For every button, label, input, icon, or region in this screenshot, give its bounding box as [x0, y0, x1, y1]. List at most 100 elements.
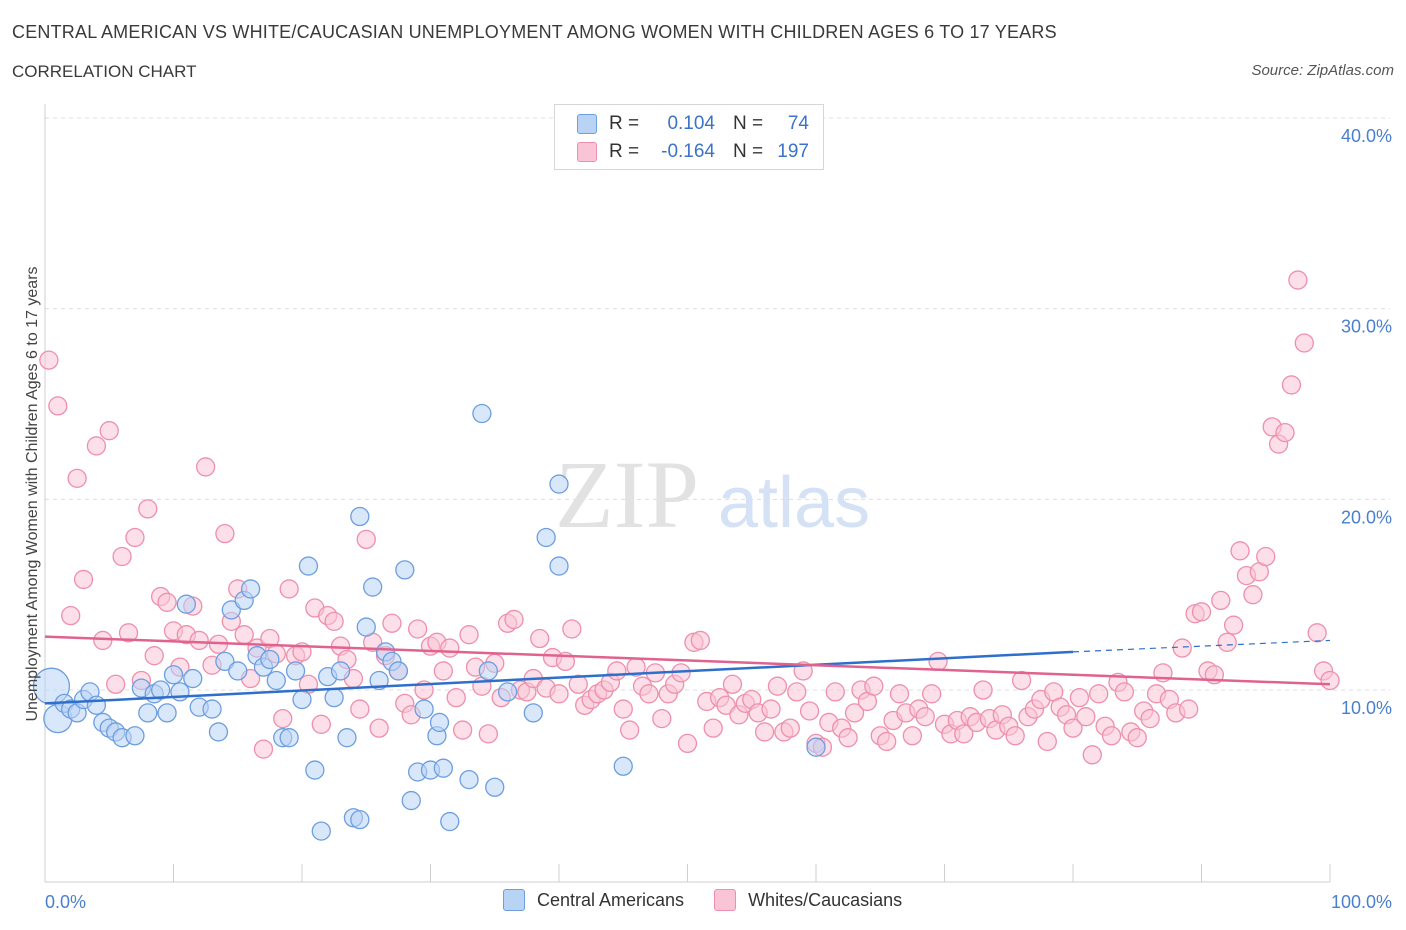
- data-point: [607, 661, 627, 681]
- data-point: [1281, 375, 1302, 395]
- data-point: [1082, 745, 1102, 765]
- data-point: [369, 718, 389, 738]
- data-point: [844, 703, 865, 723]
- data-point: [825, 682, 845, 702]
- data-point: [221, 600, 241, 620]
- correlation-legend: R = 0.104 N = 74 R = -0.164 N = 197: [554, 104, 824, 170]
- data-point: [388, 661, 409, 681]
- data-point: [183, 668, 203, 689]
- data-point: [311, 714, 331, 734]
- trend-line-central-americans: [44, 650, 1074, 705]
- legend-swatch-pink: [714, 889, 737, 911]
- trend-line-central-americans-extension: [1072, 639, 1331, 653]
- series-legend: Central Americans Whites/Caucasians: [503, 889, 932, 911]
- data-point: [536, 527, 556, 548]
- axes: [44, 104, 1331, 883]
- data-point: [504, 609, 524, 630]
- data-point: [61, 605, 81, 626]
- data-point: [350, 699, 370, 719]
- data-point: [163, 665, 184, 685]
- data-point: [292, 689, 312, 710]
- data-point: [440, 638, 460, 658]
- data-point: [324, 611, 344, 632]
- legend-label: Central Americans: [537, 889, 685, 910]
- y-tick-label: 10.0%: [1341, 698, 1392, 718]
- data-point: [125, 726, 145, 746]
- legend-r-label: R =: [609, 113, 640, 134]
- data-point: [118, 623, 139, 643]
- data-point: [530, 628, 550, 649]
- legend-r-value: -0.164: [661, 141, 715, 162]
- data-point: [253, 739, 274, 759]
- data-point: [279, 579, 299, 599]
- data-point: [1211, 590, 1231, 611]
- data-point: [1069, 687, 1090, 708]
- data-point: [356, 617, 376, 637]
- data-point: [429, 712, 450, 733]
- data-point: [273, 708, 293, 729]
- data-point: [401, 790, 421, 811]
- data-point: [208, 722, 229, 742]
- data-point: [459, 625, 479, 645]
- data-point: [761, 699, 781, 719]
- data-point: [452, 720, 473, 740]
- data-point: [799, 701, 820, 721]
- data-point: [228, 661, 248, 681]
- data-point: [202, 699, 222, 719]
- data-point: [440, 811, 460, 832]
- data-point: [690, 630, 710, 651]
- data-point: [568, 674, 588, 694]
- y-tick-label: 30.0%: [1341, 317, 1392, 337]
- data-point: [1114, 682, 1135, 702]
- data-point: [260, 649, 280, 670]
- data-point: [350, 506, 370, 527]
- data-point: [459, 769, 479, 790]
- data-point: [99, 421, 119, 441]
- data-point: [157, 703, 177, 723]
- data-point: [195, 457, 216, 477]
- legend-swatch-blue: [503, 889, 525, 911]
- data-point: [382, 613, 402, 633]
- data-point: [478, 724, 498, 744]
- data-point: [215, 651, 235, 672]
- data-point: [414, 699, 434, 719]
- data-point: [125, 527, 145, 548]
- data-point: [298, 556, 319, 576]
- data-point: [1223, 615, 1244, 635]
- legend-row-central-americans: R = 0.104 N = 74: [577, 111, 809, 137]
- data-point: [613, 756, 633, 776]
- data-point: [138, 703, 158, 723]
- data-point: [1230, 541, 1250, 561]
- data-point: [620, 720, 640, 740]
- data-point: [1179, 699, 1199, 719]
- data-point: [485, 777, 505, 797]
- data-point: [446, 687, 466, 708]
- x-tick-label: 100.0%: [1331, 892, 1392, 912]
- data-point: [1089, 684, 1109, 704]
- data-point: [395, 560, 415, 580]
- watermark-atlas: atlas: [718, 463, 870, 543]
- data-point: [787, 682, 807, 702]
- data-point: [407, 619, 428, 639]
- data-point: [337, 728, 357, 748]
- data-point: [767, 676, 788, 696]
- data-point: [350, 810, 370, 830]
- legend-n-value: 197: [777, 141, 809, 162]
- data-point: [1127, 728, 1147, 748]
- data-point: [1243, 585, 1263, 605]
- data-point: [806, 737, 826, 757]
- data-point: [1076, 707, 1096, 727]
- legend-n-label: N =: [733, 113, 764, 134]
- data-point: [1256, 546, 1276, 567]
- data-point: [639, 684, 659, 704]
- data-point: [915, 707, 935, 727]
- data-point: [1288, 270, 1308, 290]
- data-point: [716, 695, 736, 715]
- data-point: [478, 661, 498, 681]
- legend-n-value: 74: [787, 113, 809, 134]
- data-point: [73, 569, 94, 590]
- data-point: [877, 731, 897, 752]
- data-point: [780, 718, 800, 738]
- data-point: [902, 726, 923, 746]
